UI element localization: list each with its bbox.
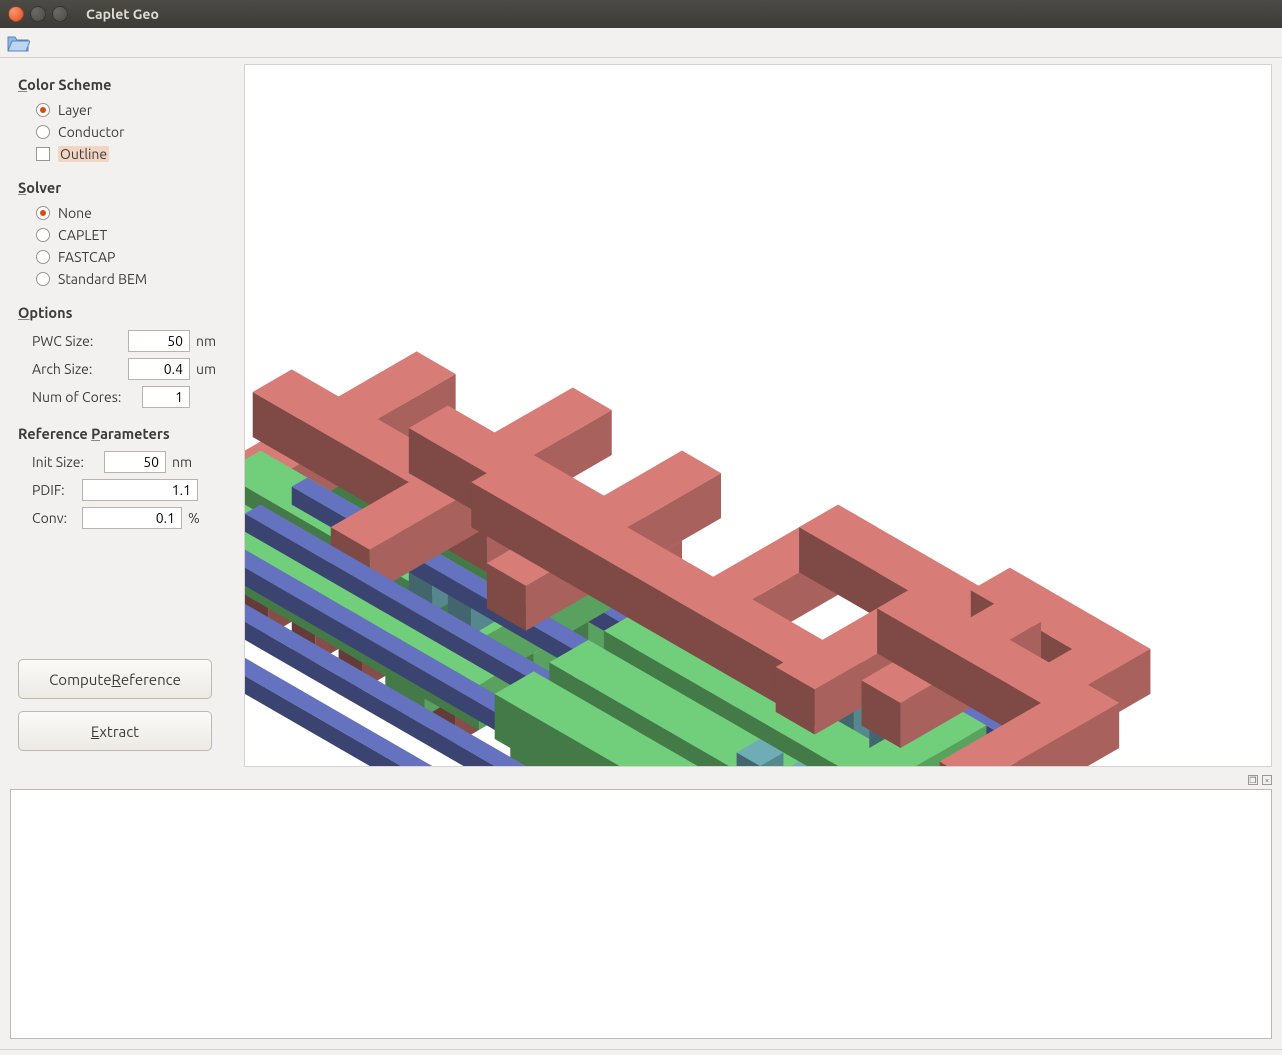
radio-icon — [36, 206, 50, 220]
input-cores[interactable] — [142, 386, 190, 408]
section-refparams: Reference Parameters — [18, 425, 230, 442]
check-outline[interactable]: Outline — [36, 146, 230, 162]
unit-pwc: nm — [196, 333, 222, 349]
checkbox-icon — [36, 147, 50, 161]
section-options: Options — [18, 304, 230, 321]
radio-label: FASTCAP — [58, 249, 115, 265]
radio-layer[interactable]: Layer — [36, 102, 230, 118]
viewport-3d[interactable] — [244, 64, 1272, 767]
sidebar: Color Scheme Layer Conductor Outline Sol… — [0, 58, 240, 773]
check-label: Outline — [58, 146, 109, 162]
radio-caplet[interactable]: CAPLET — [36, 227, 230, 243]
radio-icon — [36, 272, 50, 286]
radio-label: CAPLET — [58, 227, 107, 243]
label-pwc: PWC Size: — [32, 333, 122, 349]
radio-icon — [36, 103, 50, 117]
radio-label: Standard BEM — [58, 271, 147, 287]
unit-init: nm — [172, 454, 198, 470]
section-solver: Solver — [18, 179, 230, 196]
window-title: Caplet Geo — [86, 6, 159, 22]
unit-arch: um — [196, 361, 222, 377]
label-pdif: PDIF: — [32, 482, 76, 498]
input-pwc[interactable] — [128, 330, 190, 352]
section-color-scheme: Color Scheme — [18, 76, 230, 93]
radio-label: Layer — [58, 102, 92, 118]
toolbar — [0, 28, 1282, 58]
radio-icon — [36, 228, 50, 242]
radio-icon — [36, 125, 50, 139]
dock-controls: ❐ × — [0, 773, 1282, 787]
dock-close-icon[interactable]: × — [1262, 775, 1272, 785]
radio-icon — [36, 250, 50, 264]
input-pdif[interactable] — [82, 479, 198, 501]
radio-stdbem[interactable]: Standard BEM — [36, 271, 230, 287]
unit-conv: % — [188, 510, 214, 526]
label-conv: Conv: — [32, 510, 76, 526]
close-icon[interactable] — [8, 6, 24, 22]
radio-label: None — [58, 205, 92, 221]
label-cores: Num of Cores: — [32, 389, 136, 405]
radio-label: Conductor — [58, 124, 124, 140]
radio-fastcap[interactable]: FASTCAP — [36, 249, 230, 265]
extract-button[interactable]: Extract — [18, 711, 212, 751]
compute-reference-button[interactable]: Compute Reference — [18, 659, 212, 699]
input-conv[interactable] — [82, 507, 182, 529]
radio-conductor[interactable]: Conductor — [36, 124, 230, 140]
open-file-icon[interactable] — [6, 33, 30, 53]
log-output[interactable] — [10, 789, 1272, 1039]
window-titlebar: Caplet Geo — [0, 0, 1282, 28]
label-init: Init Size: — [32, 454, 98, 470]
dock-restore-icon[interactable]: ❐ — [1248, 775, 1258, 785]
label-arch: Arch Size: — [32, 361, 122, 377]
input-init[interactable] — [104, 451, 166, 473]
input-arch[interactable] — [128, 358, 190, 380]
radio-none[interactable]: None — [36, 205, 230, 221]
maximize-icon[interactable] — [52, 6, 68, 22]
minimize-icon[interactable] — [30, 6, 46, 22]
